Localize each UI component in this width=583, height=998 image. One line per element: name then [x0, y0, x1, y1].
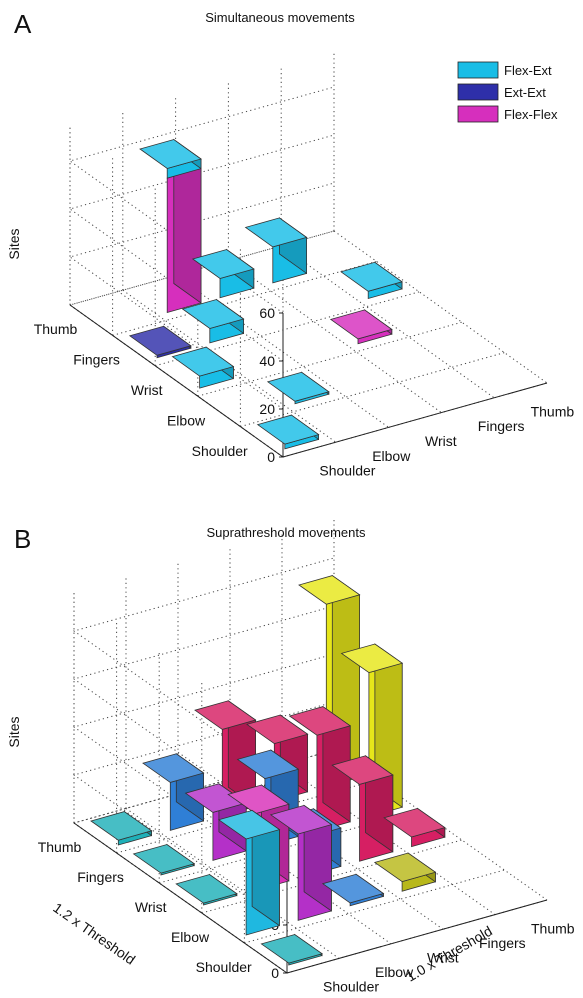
panel-a-bar-top	[244, 217, 308, 248]
panel-b-right-axis-label: Fingers	[479, 935, 526, 951]
panel-a-title: Simultaneous movements	[205, 10, 355, 25]
panel-a-left-axis	[69, 304, 284, 458]
panel-a-bar-top	[256, 414, 320, 445]
legend-label: Flex-Flex	[504, 107, 558, 122]
panel-a-bar-top	[128, 325, 192, 356]
panel-b-right-axis-label: Shoulder	[323, 979, 379, 995]
panel-b-letter: B	[14, 524, 31, 554]
legend-swatch	[457, 105, 499, 123]
panel-b-plot: 05101520ThumbFingersWristElbowShoulderSh…	[38, 519, 575, 995]
panel-a-bar-top	[181, 299, 245, 329]
panel-b-right-axis-label: Thumb	[531, 920, 575, 936]
panel-b-left-axis-label: Elbow	[171, 929, 210, 945]
panel-b-left-axis	[73, 822, 288, 974]
panel-b-bar-top	[246, 714, 309, 745]
panel-a-right-axis-label: Elbow	[372, 448, 411, 464]
panel-a-bar-top	[266, 371, 330, 402]
panel-b-left-axis-label: Shoulder	[196, 959, 252, 975]
panel-a-plot: 0204060ThumbFingersWristElbowShoulderSho…	[34, 51, 576, 479]
panel-b-title: Suprathreshold movements	[207, 525, 366, 540]
panel-b-bar-top	[132, 844, 196, 874]
panel-a-right-axis	[282, 382, 548, 458]
panel-a-right-axis-label: Thumb	[531, 403, 575, 419]
legend-label: Flex-Ext	[504, 63, 552, 78]
panel-a-bar-top	[340, 261, 403, 292]
panel-a-left-axis-label: Fingers	[73, 352, 120, 368]
panel-b-bar-top	[269, 804, 333, 835]
panel-b-left-axis-label: Fingers	[77, 869, 124, 885]
panel-b-bar-top	[236, 749, 300, 780]
panel-b-bar-top	[142, 753, 205, 783]
panel-a-left-axis-label: Shoulder	[192, 443, 248, 459]
panel-a-bar-top	[191, 249, 255, 279]
panel-b-left-axis-title: 1.2 x Threshold	[50, 899, 138, 967]
panel-b-right-axis-label: Wrist	[427, 950, 459, 966]
legend-swatch	[457, 61, 499, 79]
panel-a-left-axis-label: Elbow	[167, 412, 206, 428]
panel-a-z-tick-label: 60	[259, 305, 275, 321]
panel-b-bar-top	[340, 643, 404, 674]
panel-b-bar-top	[194, 700, 257, 730]
panel-b-bar-top	[383, 807, 446, 838]
panel-a-z-axis-label: Sites	[6, 228, 22, 259]
panel-b-bar-top	[373, 852, 437, 883]
panel-a-bar-top	[329, 309, 393, 340]
panel-b-bar-top	[217, 809, 281, 840]
panel-a-right-axis-label: Fingers	[478, 418, 525, 434]
panel-a-bar-top	[139, 139, 202, 169]
panel-a-right-axis-label: Wrist	[425, 433, 457, 449]
panel-b-z-axis-label: Sites	[6, 716, 22, 747]
panel-a-bar-top	[171, 346, 235, 377]
panel-b-z-tick-label: 0	[271, 965, 279, 981]
panel-b-bar-top	[298, 575, 361, 605]
panel-b-bar-top	[331, 755, 394, 785]
panel-a-right-axis-label: Shoulder	[319, 463, 375, 479]
panel-a-left-axis-label: Wrist	[131, 382, 163, 398]
panel-a-z-tick-label: 20	[259, 401, 275, 417]
panel-a-left-axis-label: Thumb	[34, 321, 78, 337]
panel-b-bar-top	[321, 873, 385, 904]
legend-label: Ext-Ext	[504, 85, 546, 100]
panel-b-left-axis-label: Wrist	[135, 899, 167, 915]
panel-b-right-axis	[286, 899, 548, 974]
panel-b-bar-top	[260, 934, 323, 964]
panel-b-right-axis-label: Elbow	[375, 964, 414, 980]
panel-b-bar-top	[90, 811, 153, 841]
panel-b-bar-top	[288, 706, 352, 736]
panel-b-left-axis-label: Thumb	[38, 839, 82, 855]
panel-a-z-tick-label: 0	[267, 449, 275, 465]
legend-swatch	[457, 83, 499, 101]
panel-b-bar-top	[175, 874, 238, 904]
panel-a-z-tick-label: 40	[259, 353, 275, 369]
panel-a-letter: A	[14, 9, 32, 39]
panel-b-bar-top	[227, 784, 290, 815]
